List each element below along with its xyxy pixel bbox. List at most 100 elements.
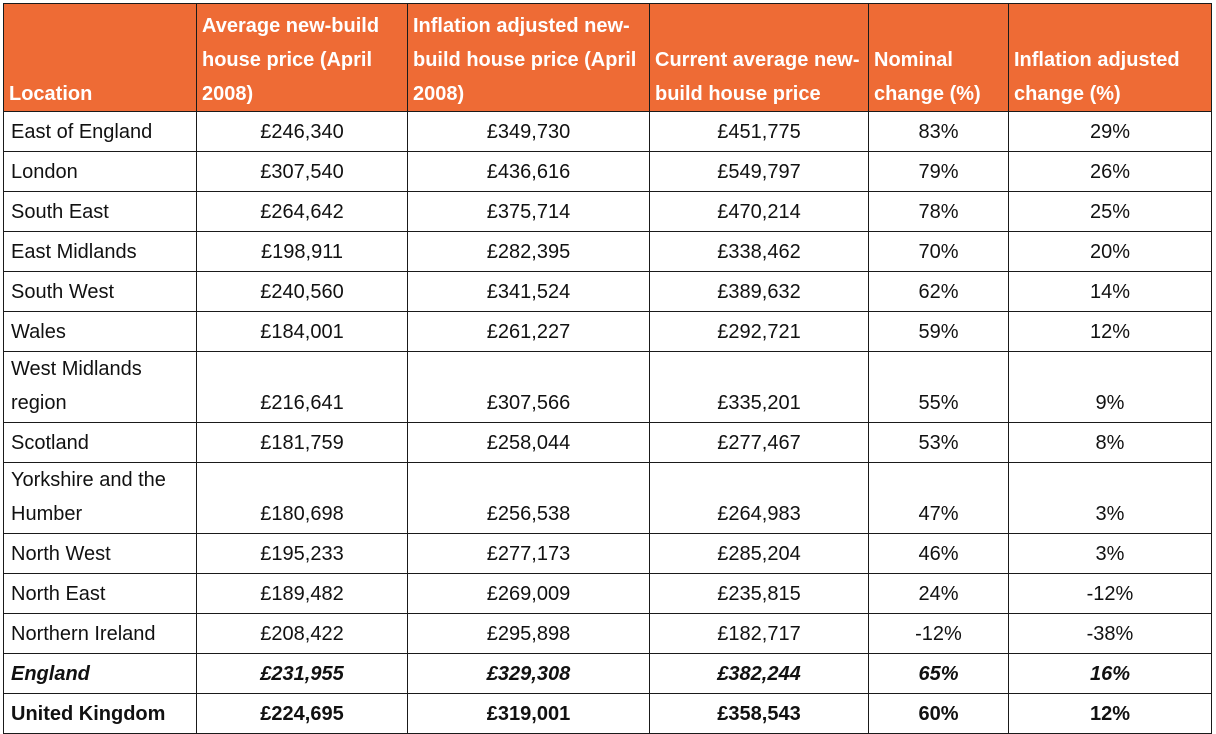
inflation-adjusted-change-cell: 8% [1008, 422, 1212, 463]
location-cell: England [3, 653, 197, 694]
inflation-adjusted-change-cell: 29% [1008, 111, 1212, 152]
avg-price-2008-cell: £180,698 [196, 462, 408, 534]
current-price-cell: £382,244 [649, 653, 869, 694]
avg-price-2008-cell: £189,482 [196, 573, 408, 614]
table-row: East Midlands £198,911 £282,395 £338,462… [3, 231, 1212, 272]
inflation-adjusted-price-cell: £349,730 [407, 111, 650, 152]
current-price-cell: £549,797 [649, 151, 869, 192]
inflation-adjusted-price-cell: £258,044 [407, 422, 650, 463]
avg-price-2008-cell: £195,233 [196, 533, 408, 574]
current-price-cell: £470,214 [649, 191, 869, 232]
avg-price-2008-cell: £231,955 [196, 653, 408, 694]
inflation-adjusted-price-cell: £375,714 [407, 191, 650, 232]
current-price-cell: £182,717 [649, 613, 869, 654]
avg-price-2008-cell: £246,340 [196, 111, 408, 152]
location-cell: West Midlands region [3, 351, 197, 423]
nominal-change-cell: 24% [868, 573, 1009, 614]
table-row: Northern Ireland £208,422 £295,898 £182,… [3, 613, 1212, 654]
price-table-container: Location Average new-build house price (… [3, 3, 1216, 734]
table-row: Wales £184,001 £261,227 £292,721 59% 12% [3, 311, 1212, 352]
header-location: Location [3, 3, 197, 112]
location-cell: Wales [3, 311, 197, 352]
avg-price-2008-cell: £181,759 [196, 422, 408, 463]
table-row: East of England £246,340 £349,730 £451,7… [3, 111, 1212, 152]
inflation-adjusted-change-cell: 9% [1008, 351, 1212, 423]
location-cell: London [3, 151, 197, 192]
nominal-change-cell: 79% [868, 151, 1009, 192]
inflation-adjusted-price-cell: £307,566 [407, 351, 650, 423]
header-current-avg-price: Current average new-build house price [649, 3, 869, 112]
avg-price-2008-cell: £307,540 [196, 151, 408, 192]
avg-price-2008-cell: £198,911 [196, 231, 408, 272]
inflation-adjusted-change-cell: 3% [1008, 462, 1212, 534]
location-cell: South West [3, 271, 197, 312]
table-row: South East £264,642 £375,714 £470,214 78… [3, 191, 1212, 232]
location-cell: Northern Ireland [3, 613, 197, 654]
header-nominal-change: Nominal change (%) [868, 3, 1009, 112]
inflation-adjusted-change-cell: 12% [1008, 311, 1212, 352]
table-row: Scotland £181,759 £258,044 £277,467 53% … [3, 422, 1212, 463]
nominal-change-cell: 55% [868, 351, 1009, 423]
header-row: Location Average new-build house price (… [3, 3, 1212, 112]
header-avg-price-2008: Average new-build house price (April 200… [196, 3, 408, 112]
inflation-adjusted-change-cell: 20% [1008, 231, 1212, 272]
inflation-adjusted-change-cell: 16% [1008, 653, 1212, 694]
current-price-cell: £292,721 [649, 311, 869, 352]
nominal-change-cell: 62% [868, 271, 1009, 312]
location-cell: South East [3, 191, 197, 232]
table-row: North West £195,233 £277,173 £285,204 46… [3, 533, 1212, 574]
avg-price-2008-cell: £184,001 [196, 311, 408, 352]
nominal-change-cell: -12% [868, 613, 1009, 654]
location-cell: North West [3, 533, 197, 574]
current-price-cell: £358,543 [649, 693, 869, 734]
header-inflation-adjusted-change: Inflation adjusted change (%) [1008, 3, 1212, 112]
table-row: West Midlands region £216,641 £307,566 £… [3, 351, 1212, 423]
inflation-adjusted-price-cell: £341,524 [407, 271, 650, 312]
header-inflation-adjusted-price-2008: Inflation adjusted new-build house price… [407, 3, 650, 112]
inflation-adjusted-change-cell: 25% [1008, 191, 1212, 232]
table-row: London £307,540 £436,616 £549,797 79% 26… [3, 151, 1212, 192]
avg-price-2008-cell: £240,560 [196, 271, 408, 312]
inflation-adjusted-change-cell: -38% [1008, 613, 1212, 654]
current-price-cell: £235,815 [649, 573, 869, 614]
nominal-change-cell: 53% [868, 422, 1009, 463]
current-price-cell: £277,467 [649, 422, 869, 463]
inflation-adjusted-price-cell: £277,173 [407, 533, 650, 574]
nominal-change-cell: 65% [868, 653, 1009, 694]
inflation-adjusted-price-cell: £269,009 [407, 573, 650, 614]
nominal-change-cell: 59% [868, 311, 1009, 352]
location-cell: Scotland [3, 422, 197, 463]
location-cell: North East [3, 573, 197, 614]
nominal-change-cell: 83% [868, 111, 1009, 152]
current-price-cell: £451,775 [649, 111, 869, 152]
table-row: South West £240,560 £341,524 £389,632 62… [3, 271, 1212, 312]
inflation-adjusted-price-cell: £436,616 [407, 151, 650, 192]
nominal-change-cell: 47% [868, 462, 1009, 534]
nominal-change-cell: 70% [868, 231, 1009, 272]
location-cell: East of England [3, 111, 197, 152]
current-price-cell: £264,983 [649, 462, 869, 534]
total-row-england: England £231,955 £329,308 £382,244 65% 1… [3, 653, 1212, 694]
inflation-adjusted-price-cell: £295,898 [407, 613, 650, 654]
table-row: Yorkshire and the Humber £180,698 £256,5… [3, 462, 1212, 534]
avg-price-2008-cell: £216,641 [196, 351, 408, 423]
inflation-adjusted-price-cell: £319,001 [407, 693, 650, 734]
inflation-adjusted-change-cell: -12% [1008, 573, 1212, 614]
table-row: North East £189,482 £269,009 £235,815 24… [3, 573, 1212, 614]
new-build-price-table: Location Average new-build house price (… [3, 3, 1212, 734]
current-price-cell: £338,462 [649, 231, 869, 272]
avg-price-2008-cell: £264,642 [196, 191, 408, 232]
current-price-cell: £335,201 [649, 351, 869, 423]
current-price-cell: £389,632 [649, 271, 869, 312]
inflation-adjusted-change-cell: 12% [1008, 693, 1212, 734]
inflation-adjusted-price-cell: £282,395 [407, 231, 650, 272]
current-price-cell: £285,204 [649, 533, 869, 574]
nominal-change-cell: 46% [868, 533, 1009, 574]
total-row-united-kingdom: United Kingdom £224,695 £319,001 £358,54… [3, 693, 1212, 734]
nominal-change-cell: 78% [868, 191, 1009, 232]
inflation-adjusted-change-cell: 14% [1008, 271, 1212, 312]
location-cell: United Kingdom [3, 693, 197, 734]
location-cell: East Midlands [3, 231, 197, 272]
location-cell: Yorkshire and the Humber [3, 462, 197, 534]
inflation-adjusted-price-cell: £261,227 [407, 311, 650, 352]
